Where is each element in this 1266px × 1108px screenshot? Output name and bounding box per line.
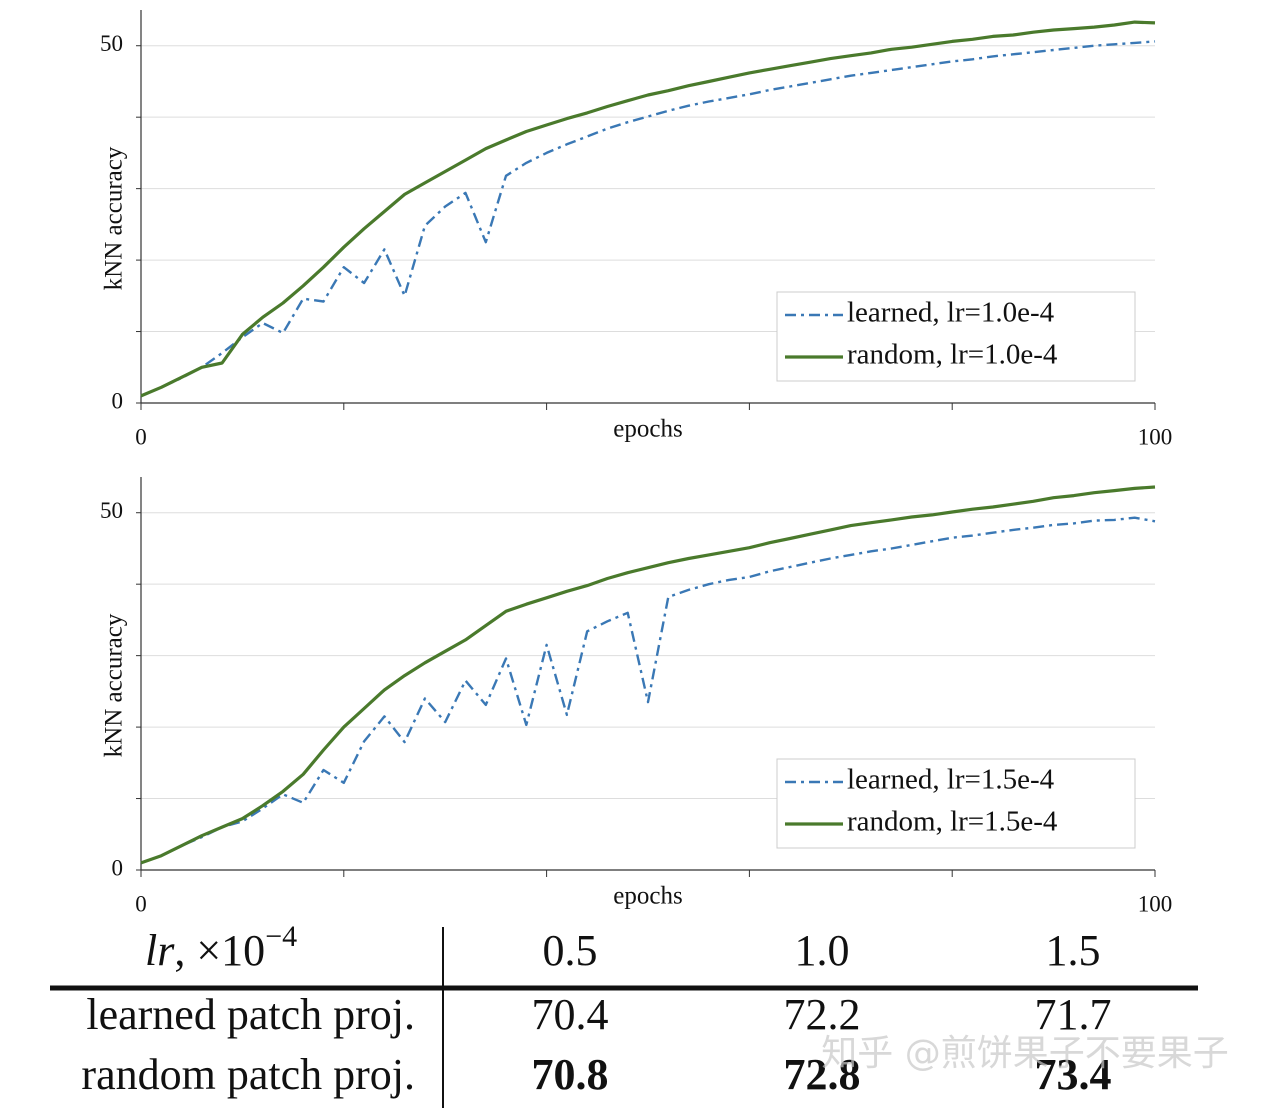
series-line xyxy=(140,20,1156,398)
table-header-label: lr, ×10−4 xyxy=(145,920,297,975)
y-axis-label: kNN accuracy xyxy=(101,146,128,290)
line-chart: 0 50 0 100 epochs kNN accuracy learned, lr=1.0… xyxy=(100,10,1172,449)
y-tick-label: 50 xyxy=(100,31,123,56)
legend-label: random, lr=1.0e-4 xyxy=(847,339,1058,371)
table: lr, ×10−4 0.5 1.0 1.5 learned patch proj. 70… xyxy=(50,920,1198,1108)
x-tick-label: 0 xyxy=(135,424,147,449)
y-tick-label: 50 xyxy=(100,498,123,523)
table-cell: 70.4 xyxy=(532,990,609,1039)
x-tick-label: 100 xyxy=(1138,424,1173,449)
watermark: 知乎 @煎饼果子不要果子 xyxy=(821,1033,1228,1074)
legend-box xyxy=(776,758,1136,849)
legend-label: random, lr=1.5e-4 xyxy=(847,806,1058,838)
table-cell: 71.7 xyxy=(1035,990,1112,1039)
series-line xyxy=(140,485,1156,865)
column-header: 1.0 xyxy=(795,926,850,975)
column-header: 0.5 xyxy=(543,926,598,975)
x-axis-label: epochs xyxy=(613,883,682,910)
header-exp: −4 xyxy=(265,920,297,953)
table-cell: 72.2 xyxy=(784,990,861,1039)
x-tick-label: 100 xyxy=(1138,891,1173,916)
line-chart: 0 50 0 100 epochs kNN accuracy learned, lr=1.5… xyxy=(100,477,1172,916)
x-axis-label: epochs xyxy=(613,416,682,443)
row-label: learned patch proj. xyxy=(86,990,415,1039)
table-cell: 72.8 xyxy=(784,1050,861,1099)
y-tick-label: 0 xyxy=(112,855,124,880)
header-var: lr xyxy=(145,926,175,975)
row-label: random patch proj. xyxy=(81,1050,415,1099)
series-line xyxy=(140,516,1156,865)
header-text: , ×10 xyxy=(174,926,265,975)
y-axis-label: kNN accuracy xyxy=(101,613,128,757)
table-cell: 73.4 xyxy=(1035,1050,1112,1099)
legend-label: learned, lr=1.0e-4 xyxy=(847,297,1055,329)
legend-label: learned, lr=1.5e-4 xyxy=(847,764,1055,796)
table-cell: 70.8 xyxy=(532,1050,609,1099)
x-tick-label: 0 xyxy=(135,891,147,916)
y-tick-label: 0 xyxy=(112,388,124,413)
legend-box xyxy=(776,291,1136,382)
column-header: 1.5 xyxy=(1046,926,1101,975)
charts: 0 50 0 100 epochs kNN accuracy learned, lr=1.0… xyxy=(100,10,1172,916)
